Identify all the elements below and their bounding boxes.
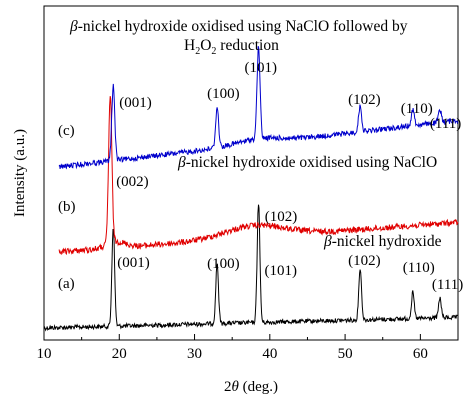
peak-label: (100)	[207, 256, 240, 272]
series-line-a	[43, 204, 458, 332]
curve-c-title-line1: β-nickel hydroxide oxidised using NaClO …	[69, 18, 408, 35]
peak-label: (111)	[430, 116, 461, 132]
peak-label: (101)	[265, 263, 298, 279]
plot-frame	[43, 5, 459, 341]
peak-label: (102)	[348, 92, 381, 108]
x-tick-label: 10	[37, 346, 52, 362]
peak-label: (001)	[119, 95, 152, 111]
peak-label: (002)	[116, 174, 149, 190]
peak-label: (110)	[401, 101, 433, 117]
curve-b-label: β-nickel hydroxide oxidised using NaClO	[177, 154, 437, 171]
peak-label: (102)	[348, 253, 381, 269]
peak-label: (101)	[245, 60, 278, 76]
x-tick-label: 30	[187, 346, 202, 362]
curve-tag-b: (b)	[58, 199, 76, 215]
x-axis-title: 2θ (deg.)	[224, 379, 278, 395]
peak-label: (111)	[432, 277, 463, 293]
curve-tag-a: (a)	[58, 276, 75, 292]
curve-c-title-line2: H2O2 reduction	[184, 37, 279, 57]
series-line-b	[58, 96, 459, 256]
series-layer	[43, 45, 459, 332]
curve-a-label: β-nickel hydroxide	[323, 233, 442, 250]
series-line-c	[58, 45, 459, 170]
x-tick-label: 60	[413, 346, 428, 362]
peak-label: (001)	[117, 255, 150, 271]
peak-labels: (001) (100) (101)(102) (110)(111)(002)(102)…	[116, 60, 463, 293]
peak-label: (102)	[265, 209, 298, 225]
x-tick-label: 50	[338, 346, 353, 362]
y-axis-title: Intensity (a.u.)	[12, 129, 28, 217]
peak-label: (110)	[403, 260, 435, 276]
x-tick-label: 20	[112, 346, 127, 362]
peak-label: (100)	[207, 86, 240, 102]
x-tick-label: 40	[262, 346, 277, 362]
curve-tag-c: (c)	[58, 123, 75, 139]
x-axis: 10 20 30 40 50 60	[37, 334, 428, 362]
